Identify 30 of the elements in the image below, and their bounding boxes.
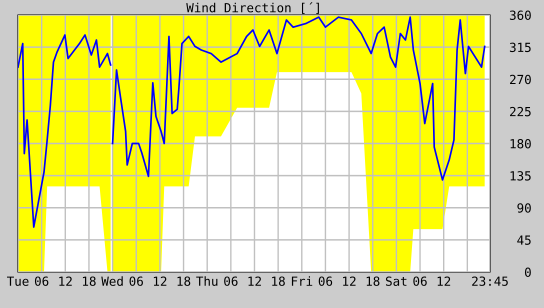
y-tick-label: 270	[510, 74, 531, 84]
y-tick-label: 315	[510, 42, 531, 52]
x-tick-label: 18	[366, 276, 380, 286]
x-tick-label: 06	[318, 276, 332, 286]
y-tick-label: 0	[524, 268, 531, 277]
y-tick-label: 45	[517, 236, 531, 245]
chart-title: Wind Direction [´]	[186, 2, 319, 14]
y-tick-label: 180	[510, 139, 531, 148]
y-tick-label: 360	[510, 10, 531, 20]
x-tick-label: 12	[248, 276, 261, 286]
x-tick-label: 12	[438, 276, 450, 286]
x-tick-label: 06	[34, 276, 48, 286]
x-tick-label: 06	[413, 276, 427, 286]
x-tick-label: Fri	[292, 276, 312, 286]
x-tick-label: Tue	[7, 276, 29, 286]
x-tick-label: 12	[343, 276, 356, 286]
x-tick-label: 18	[178, 276, 190, 286]
x-tick-label: 06	[130, 276, 143, 286]
x-tick-label: 12	[154, 276, 166, 286]
y-tick-label: 135	[510, 171, 531, 181]
y-tick-label: 90	[517, 203, 531, 213]
x-tick-label: 23:45	[472, 276, 508, 286]
x-tick-label: Sat	[386, 276, 406, 286]
y-tick-label: 225	[510, 106, 531, 116]
x-tick-label: 18	[82, 276, 96, 286]
x-tick-label: Thu	[196, 276, 218, 286]
x-tick-label: 12	[59, 276, 72, 286]
x-tick-label: Wed	[101, 276, 123, 286]
x-tick-label: 06	[224, 276, 238, 286]
x-tick-label: 18	[272, 276, 285, 286]
